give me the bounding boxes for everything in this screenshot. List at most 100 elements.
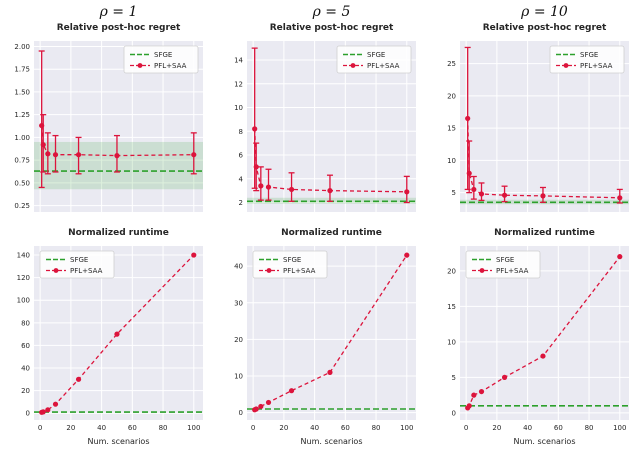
svg-text:6: 6 xyxy=(239,152,244,160)
plot-runtime-rho-1: 0 20 40 60 80 100 120 140 0 20 40 60 80 100 SFGE PFL+SA… xyxy=(17,246,203,432)
svg-text:14: 14 xyxy=(234,57,243,65)
svg-text:20: 20 xyxy=(21,387,30,395)
svg-text:40: 40 xyxy=(21,365,30,373)
svg-text:80: 80 xyxy=(585,424,594,432)
legend: SFGE PFL+SAA xyxy=(549,45,625,74)
y-tick-labels: 0 10 20 30 40 xyxy=(234,263,243,418)
svg-text:0: 0 xyxy=(464,424,468,432)
svg-text:0: 0 xyxy=(452,409,456,417)
chart-cell-runtime-rho-10: Normalized runtime 0 5 10 15 20 0 20 40 60 80 100 S… xyxy=(426,227,639,448)
svg-text:40: 40 xyxy=(97,424,106,432)
chart-grid: Relative post-hoc regret 0.25 0.50 0.75 1.0… xyxy=(0,22,640,448)
svg-text:20: 20 xyxy=(447,92,456,100)
svg-text:0: 0 xyxy=(26,410,30,418)
svg-text:0: 0 xyxy=(38,424,42,432)
svg-text:100: 100 xyxy=(400,424,413,432)
svg-text:0.25: 0.25 xyxy=(14,202,30,210)
gridlines xyxy=(460,246,629,420)
column-headers: ρ = 1 ρ = 5 ρ = 10 xyxy=(0,0,640,20)
svg-text:40: 40 xyxy=(234,263,243,271)
pfl-series xyxy=(39,252,197,415)
legend: SFGE PFL+SAA xyxy=(39,250,115,279)
y-tick-labels: 2 4 6 8 10 12 14 xyxy=(234,57,243,208)
chart-cell-regret-rho-1: Relative post-hoc regret 0.25 0.50 0.75 1.0… xyxy=(0,22,213,217)
x-tick-labels: 0 20 40 60 80 100 xyxy=(38,424,201,432)
svg-text:1.00: 1.00 xyxy=(14,134,30,142)
legend-sfge-label: SFGE xyxy=(580,51,598,59)
pfl-series xyxy=(464,46,623,204)
chart-title: Normalized runtime xyxy=(68,228,169,238)
y-tick-labels: 0 5 10 15 20 xyxy=(447,267,456,417)
svg-text:60: 60 xyxy=(128,424,137,432)
svg-text:20: 20 xyxy=(492,424,501,432)
plot-runtime-rho-10: 0 5 10 15 20 0 20 40 60 80 100 SFGE PFL+SAA xyxy=(447,246,629,432)
legend-sfge-label: SFGE xyxy=(70,256,88,264)
legend: SFGE PFL+SAA xyxy=(336,45,412,74)
x-axis-label: Num. scenarios xyxy=(87,437,150,446)
chart-title: Normalized runtime xyxy=(494,228,595,238)
plot-regret-rho-10: 5 10 15 20 25 SFGE PFL+SAA xyxy=(447,41,629,212)
legend-pfl-label: PFL+SAA xyxy=(154,62,187,70)
svg-text:10: 10 xyxy=(447,338,456,346)
svg-text:10: 10 xyxy=(447,157,456,165)
svg-text:20: 20 xyxy=(66,424,75,432)
svg-text:100: 100 xyxy=(613,424,626,432)
svg-text:15: 15 xyxy=(447,303,456,311)
svg-text:1.50: 1.50 xyxy=(14,88,30,96)
y-tick-labels: 0 20 40 60 80 100 120 140 xyxy=(17,252,30,418)
svg-text:80: 80 xyxy=(159,424,168,432)
legend-pfl-label: PFL+SAA xyxy=(283,267,316,275)
legend-pfl-label: PFL+SAA xyxy=(367,62,400,70)
x-tick-labels: 0 20 40 60 80 100 xyxy=(251,424,414,432)
x-axis-label: Num. scenarios xyxy=(513,437,576,446)
svg-text:8: 8 xyxy=(239,128,243,136)
chart-cell-regret-rho-5: Relative post-hoc regret 2 4 6 8 10 12 14 SFGE P… xyxy=(213,22,426,217)
chart-cell-runtime-rho-5: Normalized runtime 0 10 20 30 40 0 20 40 60 80 100… xyxy=(213,227,426,448)
svg-text:2.00: 2.00 xyxy=(14,43,30,51)
y-tick-labels: 0.25 0.50 0.75 1.00 1.25 1.50 1.75 2.00 xyxy=(14,43,30,210)
svg-text:60: 60 xyxy=(21,342,30,350)
chart-cell-runtime-rho-1: Normalized runtime 0 20 40 60 80 100 120 140 0 20… xyxy=(0,227,213,448)
legend: SFGE PFL+SAA xyxy=(252,250,328,279)
svg-text:30: 30 xyxy=(234,299,243,307)
svg-text:10: 10 xyxy=(234,373,243,381)
svg-text:0: 0 xyxy=(239,409,243,417)
svg-text:100: 100 xyxy=(187,424,200,432)
pfl-series xyxy=(252,252,410,413)
legend-sfge-label: SFGE xyxy=(154,51,172,59)
svg-text:20: 20 xyxy=(447,267,456,275)
legend-sfge-label: SFGE xyxy=(496,256,514,264)
svg-text:60: 60 xyxy=(554,424,563,432)
svg-text:40: 40 xyxy=(523,424,532,432)
svg-text:0.50: 0.50 xyxy=(14,179,30,187)
plot-runtime-rho-5: 0 10 20 30 40 0 20 40 60 80 100 SFGE PFL+SAA xyxy=(234,246,416,432)
svg-text:80: 80 xyxy=(372,424,381,432)
y-tick-labels: 5 10 15 20 25 xyxy=(447,60,456,197)
legend: SFGE PFL+SAA xyxy=(465,250,541,279)
svg-text:4: 4 xyxy=(239,175,244,183)
svg-text:0: 0 xyxy=(251,424,255,432)
svg-text:60: 60 xyxy=(341,424,350,432)
svg-text:20: 20 xyxy=(279,424,288,432)
svg-text:40: 40 xyxy=(310,424,319,432)
svg-text:1.25: 1.25 xyxy=(14,111,30,119)
pfl-series xyxy=(251,47,410,204)
svg-text:12: 12 xyxy=(234,80,243,88)
plot-regret-rho-1: 0.25 0.50 0.75 1.00 1.25 1.50 1.75 2.00 SFGE PFL+… xyxy=(14,41,203,212)
plot-regret-rho-5: 2 4 6 8 10 12 14 SFGE PFL+SAA xyxy=(234,41,416,212)
svg-text:1.75: 1.75 xyxy=(14,66,30,74)
svg-text:5: 5 xyxy=(452,189,456,197)
svg-text:0.75: 0.75 xyxy=(14,157,30,165)
x-axis-label: Num. scenarios xyxy=(300,437,363,446)
legend-sfge-label: SFGE xyxy=(283,256,301,264)
legend-pfl-label: PFL+SAA xyxy=(580,62,613,70)
gridlines xyxy=(460,41,629,212)
x-tick-labels: 0 20 40 60 80 100 xyxy=(464,424,627,432)
svg-text:140: 140 xyxy=(17,252,30,260)
column-header-rho-1: ρ = 1 xyxy=(99,4,138,20)
column-header-rho-10: ρ = 10 xyxy=(521,4,568,20)
svg-text:100: 100 xyxy=(17,297,30,305)
legend-pfl-label: PFL+SAA xyxy=(70,267,103,275)
svg-text:120: 120 xyxy=(17,274,30,282)
chart-title: Relative post-hoc regret xyxy=(56,23,181,33)
